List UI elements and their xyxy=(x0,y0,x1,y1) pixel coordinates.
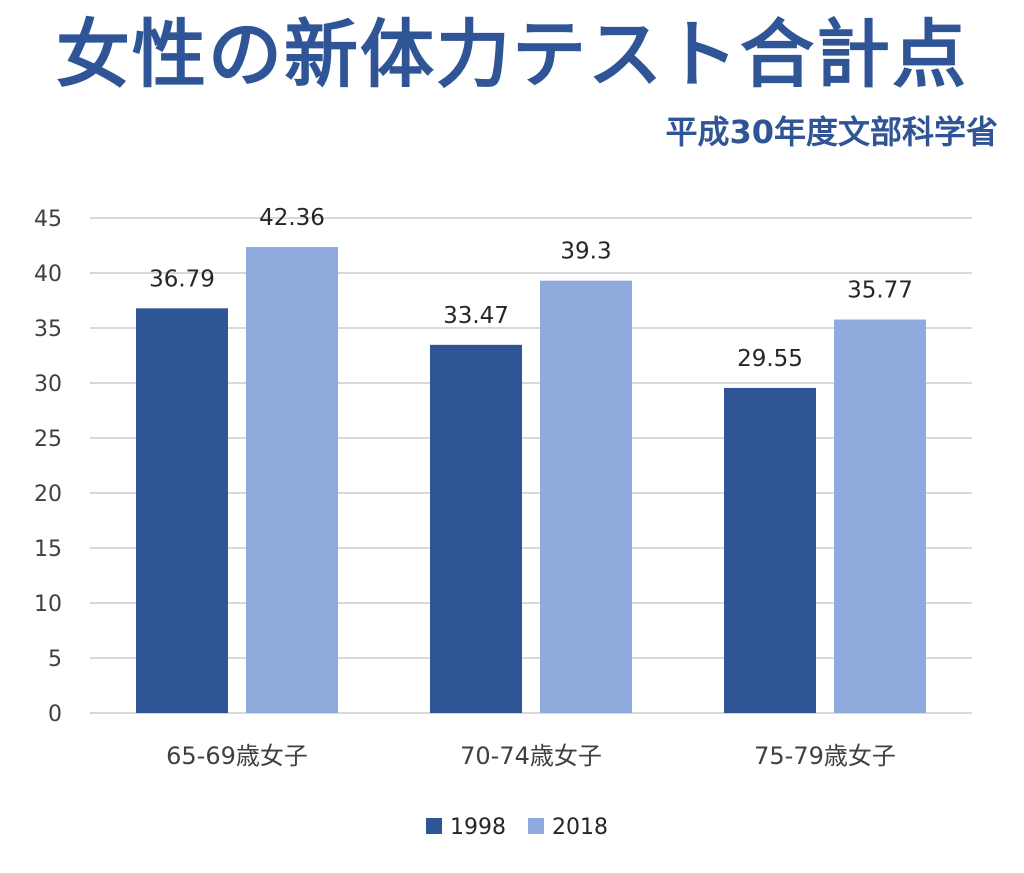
data-label: 33.47 xyxy=(443,303,509,329)
gridlines xyxy=(90,217,972,714)
bar-1998 xyxy=(724,387,816,713)
x-tick-label: 75-79歳女子 xyxy=(754,742,896,770)
y-tick-label: 25 xyxy=(34,427,62,452)
y-axis: 0 5 10 15 20 25 30 35 40 45 xyxy=(34,207,62,727)
y-tick-label: 0 xyxy=(48,702,62,727)
bar-2018 xyxy=(834,319,926,713)
legend-label: 2018 xyxy=(552,815,608,840)
data-label: 42.36 xyxy=(259,205,325,231)
chart-title: 女性の新体力テスト合計点 xyxy=(56,12,968,98)
x-axis: 65-69歳女子 70-74歳女子 75-79歳女子 xyxy=(166,742,896,770)
bar-2018 xyxy=(246,247,338,714)
x-tick-label: 70-74歳女子 xyxy=(460,742,602,770)
y-tick-label: 20 xyxy=(34,482,62,507)
bar-2018 xyxy=(540,280,632,713)
y-tick-label: 35 xyxy=(34,317,62,342)
legend: 1998 2018 xyxy=(426,815,608,840)
data-label: 39.3 xyxy=(560,239,611,265)
data-label: 36.79 xyxy=(149,266,215,292)
y-tick-label: 30 xyxy=(34,372,62,397)
y-tick-label: 40 xyxy=(34,262,62,287)
bars xyxy=(136,247,926,714)
y-tick-label: 15 xyxy=(34,537,62,562)
y-tick-label: 10 xyxy=(34,592,62,617)
data-labels: 36.79 42.36 33.47 39.3 29.55 35.77 xyxy=(149,205,913,372)
legend-label: 1998 xyxy=(450,815,506,840)
data-label: 29.55 xyxy=(737,346,803,372)
x-tick-label: 65-69歳女子 xyxy=(166,742,308,770)
legend-swatch xyxy=(426,818,442,834)
y-tick-label: 45 xyxy=(34,207,62,232)
legend-swatch xyxy=(528,818,544,834)
data-label: 35.77 xyxy=(847,278,913,304)
y-tick-label: 5 xyxy=(48,647,62,672)
bar-1998 xyxy=(136,308,228,713)
bar-1998 xyxy=(430,344,522,713)
chart-subtitle: 平成30年度文部科学省 xyxy=(665,113,998,151)
